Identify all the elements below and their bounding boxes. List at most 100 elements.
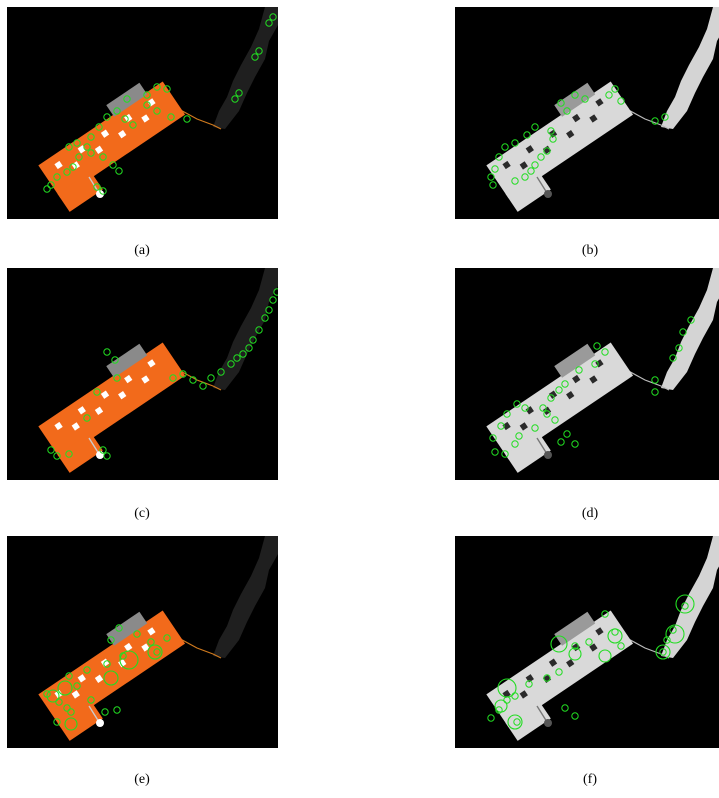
window	[572, 374, 581, 384]
keypoint-marker	[511, 139, 519, 147]
window	[141, 114, 150, 123]
keypoint-marker	[547, 127, 555, 135]
caption-e: (e)	[134, 772, 150, 787]
pole-ball	[96, 190, 104, 198]
pole-ball	[544, 190, 552, 198]
keypoint-marker	[531, 424, 539, 432]
keypoint-marker	[487, 173, 495, 181]
building-slab	[38, 610, 186, 728]
building-slab	[486, 342, 634, 460]
keypoint-marker	[501, 450, 509, 458]
window	[519, 161, 528, 170]
keypoint-marker	[169, 374, 177, 382]
pole-ball	[544, 719, 552, 727]
keypoint-marker	[491, 448, 499, 456]
keypoint-marker	[513, 400, 521, 408]
keypoint-marker	[497, 422, 505, 430]
keypoint-marker	[183, 115, 191, 123]
roof-cone	[106, 611, 148, 646]
keypoint-marker	[549, 135, 557, 143]
keypoint-marker	[93, 388, 101, 396]
river-strip	[213, 7, 278, 129]
keypoint-marker	[64, 717, 78, 731]
keypoint-marker	[487, 714, 495, 722]
keypoint-marker	[531, 123, 539, 131]
keypoint-marker	[65, 143, 73, 151]
window	[141, 643, 150, 652]
keypoint-marker	[87, 149, 95, 157]
keypoint-marker	[561, 704, 569, 712]
roof-cone	[106, 343, 148, 378]
keypoint-marker	[235, 89, 243, 97]
keypoint-marker	[265, 19, 273, 27]
keypoint-marker	[679, 328, 687, 336]
keypoint-marker	[511, 177, 519, 185]
keypoint-marker	[681, 602, 689, 610]
window	[147, 359, 156, 368]
keypoint-marker	[507, 714, 523, 730]
keypoint-marker	[83, 143, 91, 151]
keypoint-marker	[73, 682, 81, 690]
roof-cone	[554, 82, 596, 117]
pole	[536, 176, 548, 194]
scene-render	[486, 7, 719, 212]
keypoint-marker	[65, 672, 73, 680]
keypoint-marker	[521, 404, 529, 412]
pole	[88, 437, 100, 455]
window	[548, 658, 558, 667]
keypoint-marker	[543, 674, 551, 682]
keypoint-marker	[491, 165, 499, 173]
keypoint-marker	[651, 117, 659, 125]
keypoint-marker	[109, 161, 117, 169]
cable-line	[622, 106, 670, 130]
keypoint-marker	[133, 630, 141, 638]
keypoint-marker	[123, 95, 131, 103]
window	[124, 374, 133, 384]
keypoint-marker	[273, 288, 278, 296]
window	[54, 421, 63, 431]
keypoint-marker	[147, 638, 155, 646]
keypoint-marker	[617, 97, 625, 105]
keypoint-marker	[521, 173, 529, 181]
window	[94, 145, 104, 154]
keypoint-marker	[227, 360, 235, 368]
keypoint-marker	[501, 143, 509, 151]
keypoint-marker	[525, 680, 533, 688]
building-body	[486, 610, 634, 741]
keypoint-marker	[687, 316, 695, 324]
keypoint-marker	[669, 354, 677, 362]
keypoint-marker	[143, 101, 151, 109]
scene-render	[38, 536, 278, 741]
pole	[536, 437, 548, 455]
keypoint-marker	[555, 386, 563, 394]
keypoint-marker	[103, 670, 119, 686]
window	[566, 390, 575, 400]
keypoint-marker	[585, 638, 593, 646]
window	[525, 674, 534, 683]
keypoint-marker	[189, 376, 197, 384]
keypoint-marker	[115, 167, 123, 175]
keypoint-marker	[575, 366, 583, 374]
keypoint-marker	[571, 91, 579, 99]
keypoint-marker	[494, 699, 508, 713]
keypoint-marker	[265, 306, 273, 314]
window	[589, 375, 598, 384]
keypoint-marker	[179, 370, 187, 378]
window	[71, 690, 80, 699]
keypoint-marker	[207, 374, 215, 382]
keypoint-marker	[255, 326, 263, 334]
keypoint-marker	[543, 147, 551, 155]
keypoint-marker	[167, 113, 175, 121]
keypoint-marker	[101, 708, 109, 716]
keypoint-marker	[217, 368, 225, 376]
keypoint-marker	[113, 107, 121, 115]
keypoint-marker	[489, 181, 497, 189]
keypoint-marker	[605, 91, 613, 99]
keypoint-marker	[269, 13, 277, 21]
keypoint-marker	[675, 594, 695, 614]
keypoint-marker	[571, 712, 579, 720]
keypoint-marker	[73, 139, 81, 147]
keypoint-marker	[115, 624, 123, 632]
panel-e	[7, 536, 278, 748]
pole	[536, 705, 548, 723]
